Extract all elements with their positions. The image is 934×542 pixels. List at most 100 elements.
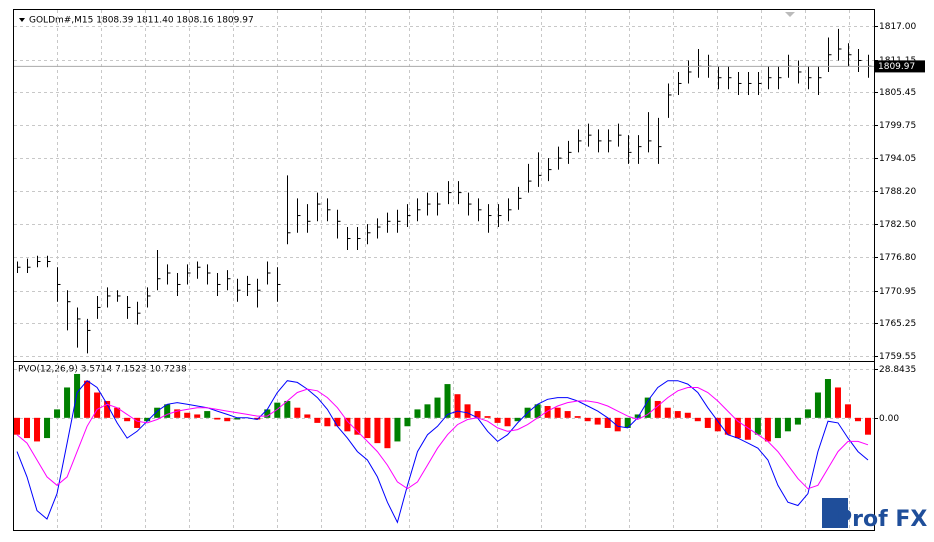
histogram-bar — [854, 417, 861, 422]
histogram-bar — [554, 407, 561, 418]
histogram-bar — [494, 417, 501, 423]
histogram-bar — [684, 412, 691, 418]
histogram-bar — [274, 402, 281, 418]
histogram-bar — [504, 417, 511, 427]
histogram-bar — [84, 380, 91, 418]
histogram-bar — [34, 417, 41, 442]
y-tick-label: 0.00 — [879, 414, 899, 424]
histogram-bar — [814, 392, 821, 418]
histogram-bar — [64, 387, 71, 418]
histogram-bar — [384, 417, 391, 449]
logo: Prof FX — [822, 498, 927, 532]
histogram-bar — [714, 417, 721, 432]
indicator-line — [16, 387, 869, 490]
histogram-bar — [364, 417, 371, 439]
histogram-bar — [604, 417, 611, 428]
histogram-bar — [584, 417, 591, 422]
histogram-bar — [124, 417, 131, 422]
histogram-bar — [214, 417, 221, 420]
histogram-bar — [514, 417, 521, 422]
histogram-bar — [314, 417, 321, 423]
histogram-bar — [344, 417, 351, 432]
histogram-bar — [824, 379, 831, 418]
histogram-bar — [44, 417, 51, 439]
histogram-bar — [104, 400, 111, 418]
histogram-bar — [594, 417, 601, 425]
y-tick-label: 1794.05 — [879, 154, 916, 164]
histogram-bar — [224, 417, 231, 422]
histogram-bar — [774, 417, 781, 439]
histogram-bar — [144, 417, 151, 422]
histogram-bar — [394, 417, 401, 442]
histogram-bar — [284, 400, 291, 418]
histogram-bar — [444, 384, 451, 418]
indicator-title: PVO(12,26,9) 3.5714 7.1523 10.7238 — [18, 365, 187, 375]
histogram-bar — [644, 397, 651, 418]
histogram-bar — [614, 417, 621, 432]
logo-mark — [822, 498, 848, 528]
histogram-bar — [704, 417, 711, 428]
frame — [13, 9, 875, 531]
histogram-bar — [464, 404, 471, 418]
histogram-bar — [434, 397, 441, 418]
histogram-bar — [844, 404, 851, 418]
histogram-bar — [174, 409, 181, 418]
histogram-bar — [654, 400, 661, 418]
histogram-bar — [114, 407, 121, 418]
histogram-bar — [534, 404, 541, 418]
y-tick-label: 1770.95 — [879, 287, 916, 297]
menu-arrow[interactable] — [19, 18, 25, 22]
histogram-bar — [154, 407, 161, 418]
histogram-bar — [264, 409, 271, 418]
histogram-bar — [724, 417, 731, 435]
histogram-bar — [624, 417, 631, 428]
histogram-bar — [304, 414, 311, 418]
y-tick-label: 1799.75 — [879, 121, 916, 131]
histogram-bar — [734, 417, 741, 439]
histogram-bar — [474, 411, 481, 418]
histogram-bar — [664, 407, 671, 418]
histogram-bar — [634, 414, 641, 418]
histogram-bar — [414, 409, 421, 418]
histogram-bar — [834, 387, 841, 418]
histogram-bar — [564, 411, 571, 418]
histogram-bar — [254, 417, 261, 420]
histogram-bar — [794, 417, 801, 425]
logo-text: Prof FX — [836, 507, 927, 532]
histogram-bar — [744, 417, 751, 440]
histogram-bar — [94, 392, 101, 418]
histogram-bar — [334, 417, 341, 427]
histogram-bar — [204, 411, 211, 418]
histogram-bar — [164, 404, 171, 418]
y-tick-label: 1782.50 — [879, 220, 916, 230]
last-price-box — [875, 60, 925, 73]
histogram-bar — [374, 417, 381, 444]
histogram-bar — [574, 416, 581, 418]
histogram-bar — [544, 406, 551, 418]
histogram-bar — [404, 417, 411, 427]
indicator-line — [16, 380, 869, 524]
histogram-bar — [294, 407, 301, 418]
histogram-bar — [234, 417, 241, 420]
histogram-bar — [74, 373, 81, 418]
histogram-bar — [13, 417, 21, 435]
y-tick-label: 28.8435 — [879, 365, 916, 375]
shift-marker — [785, 12, 795, 17]
histogram-bar — [134, 417, 141, 428]
histogram-bar — [354, 417, 361, 435]
y-tick-label: 1788.20 — [879, 187, 916, 197]
histogram-bar — [864, 417, 872, 435]
histogram-bar — [184, 412, 191, 418]
y-tick-label: 1776.80 — [879, 253, 916, 263]
histogram-bar — [194, 414, 201, 418]
last-price-label: 1809.97 — [878, 62, 915, 72]
y-tick-label: 1817.00 — [879, 22, 916, 32]
histogram-bar — [674, 411, 681, 418]
histogram-bar — [484, 416, 491, 418]
histogram-bar — [324, 417, 331, 427]
histogram-bar — [784, 417, 791, 432]
y-tick-label: 1765.25 — [879, 319, 916, 329]
histogram-bar — [754, 417, 761, 435]
